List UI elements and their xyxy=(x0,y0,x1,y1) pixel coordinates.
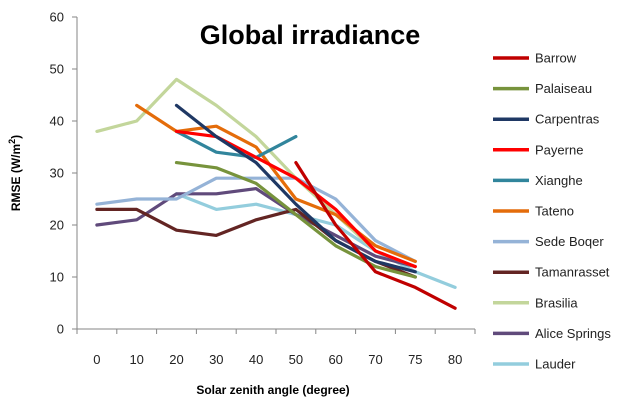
legend-item: Xianghe xyxy=(493,173,583,188)
x-tick-label: 75 xyxy=(408,352,422,367)
series-line-carpentras xyxy=(174,103,417,274)
x-tick-labels: 0 10 20 30 40 50 60 70 75 80 xyxy=(76,329,476,367)
legend-item: Alice Springs xyxy=(493,326,611,341)
legend-item: Payerne xyxy=(493,142,583,157)
y-tick-labels: 0 10 20 30 40 50 60 xyxy=(50,10,77,337)
x-tick-label: 50 xyxy=(289,352,303,367)
y-tick-label: 40 xyxy=(50,114,64,129)
x-axis-label: Solar zenith angle (degree) xyxy=(196,383,349,397)
legend-item: Carpentras xyxy=(493,112,600,127)
y-axis-label-main: RMSE (W/m xyxy=(9,144,23,211)
x-tick-label: 60 xyxy=(328,352,342,367)
legend: Barrow Palaiseau Carpentras Payerne Xianghe T… xyxy=(493,51,611,372)
x-tick-label: 70 xyxy=(368,352,382,367)
legend-label: Tateno xyxy=(535,204,574,219)
legend-label: Barrow xyxy=(535,51,577,66)
series-line-xianghe xyxy=(174,129,298,159)
y-tick-label: 0 xyxy=(57,322,64,337)
legend-item: Tamanrasset xyxy=(493,265,610,280)
series-lines xyxy=(95,77,457,310)
legend-label: Carpentras xyxy=(535,112,600,127)
legend-label: Xianghe xyxy=(535,173,583,188)
series-line-barrow xyxy=(294,161,457,310)
y-tick-label: 60 xyxy=(50,10,64,25)
x-tick-label: 10 xyxy=(129,352,143,367)
x-tick-label: 80 xyxy=(448,352,462,367)
legend-item: Sede Boqer xyxy=(493,234,604,249)
legend-label: Sede Boqer xyxy=(535,234,604,249)
series-line-sede-boqer xyxy=(95,176,417,263)
series-line-palaiseau xyxy=(174,161,417,279)
chart-title: Global irradiance xyxy=(200,20,421,50)
series-line-lauder xyxy=(174,192,457,289)
x-tick-label: 40 xyxy=(249,352,263,367)
legend-label: Alice Springs xyxy=(535,326,611,341)
legend-item: Palaiseau xyxy=(493,81,592,96)
y-axis-label-superscript: 2 xyxy=(7,139,17,144)
y-tick-label: 20 xyxy=(50,218,64,233)
legend-item: Tateno xyxy=(493,204,574,219)
x-tick-label: 30 xyxy=(209,352,223,367)
legend-label: Brasilia xyxy=(535,295,578,310)
legend-item: Brasilia xyxy=(493,295,578,310)
legend-label: Palaiseau xyxy=(535,81,592,96)
legend-label: Lauder xyxy=(535,357,576,372)
series-line-tateno xyxy=(135,103,417,263)
legend-label: Payerne xyxy=(535,142,583,157)
y-axis-label-end: ) xyxy=(9,135,23,139)
x-tick-label: 0 xyxy=(93,352,100,367)
y-tick-label: 30 xyxy=(50,166,64,181)
y-tick-label: 10 xyxy=(50,270,64,285)
legend-item: Barrow xyxy=(493,51,577,66)
y-axis-label: RMSE (W/m2) xyxy=(7,135,23,211)
legend-item: Lauder xyxy=(493,357,576,372)
legend-label: Tamanrasset xyxy=(535,265,610,280)
y-tick-label: 50 xyxy=(50,62,64,77)
series-line-alice-springs xyxy=(95,187,417,269)
x-tick-label: 20 xyxy=(169,352,183,367)
